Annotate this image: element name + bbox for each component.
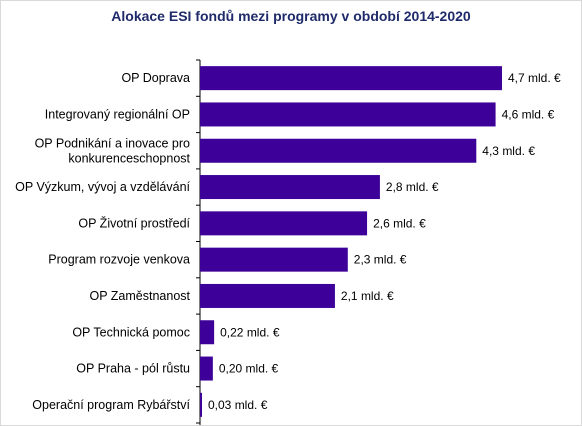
bar [200, 66, 502, 91]
bar [200, 392, 202, 417]
value-label: 0,22 mld. € [220, 325, 280, 339]
value-label: 4,3 mld. € [482, 144, 535, 158]
category-label: Operační program Rybářství [32, 398, 190, 412]
value-label: 2,3 mld. € [354, 253, 407, 267]
bar [200, 102, 496, 127]
bar [200, 320, 215, 345]
category-label: OP Doprava [121, 71, 190, 85]
value-label: 2,8 mld. € [386, 180, 439, 194]
value-label: 2,6 mld. € [373, 216, 426, 230]
bar [200, 356, 213, 381]
category-label: OP Praha - pól růstu [76, 362, 190, 376]
category-label: OP Výzkum, vývoj a vzdělávání [15, 180, 190, 194]
bar [200, 138, 477, 163]
bar [200, 247, 348, 272]
bar [200, 211, 368, 236]
category-label: OP Životní prostředí [78, 215, 190, 230]
value-label: 2,1 mld. € [341, 289, 394, 303]
chart-title: Alokace ESI fondů mezi programy v období… [111, 8, 471, 24]
category-label: Integrovaný regionální OP [45, 107, 190, 121]
value-label: 4,6 mld. € [502, 107, 555, 121]
category-label: Program rozvoje venkova [48, 253, 190, 267]
bar [200, 283, 335, 308]
category-label: OP Podnikání a inovace pro konkurencescho… [35, 136, 191, 165]
value-label: 0,03 mld. € [208, 398, 268, 412]
category-label: OP Zaměstnanost [89, 289, 190, 303]
value-label: 4,7 mld. € [508, 71, 561, 85]
value-label: 0,20 mld. € [219, 362, 279, 376]
bar [200, 175, 380, 200]
category-label: OP Technická pomoc [72, 325, 190, 339]
